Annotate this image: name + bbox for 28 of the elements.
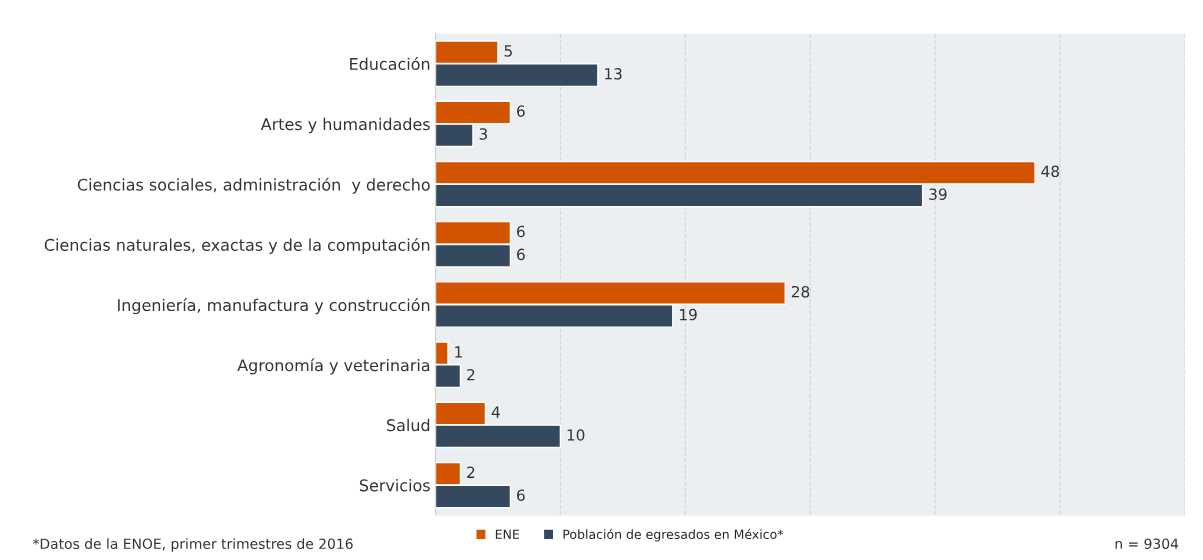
y-tick-label: Ciencias naturales, exactas y de la computación [44,237,430,255]
y-tick-label: Servicios [359,479,430,492]
legend-label: ENE [495,529,520,539]
text: *Datos de la ENOE, primer trimestres de 2016 [32,538,353,552]
data-label: 1 [455,346,462,358]
y-tick-label: Educación [350,56,430,70]
data-label: 3 [479,128,488,140]
data-label: 6 [517,489,525,501]
text: n = 9304 [1115,538,1179,549]
data-label: 2 [467,466,475,478]
data-label: 48 [1041,165,1060,178]
data-label: 6 [517,225,525,238]
data-label: 6 [517,248,525,261]
data-label: 6 [517,105,525,117]
y-tick-label: Ingeniería, manufactura y construcción [118,298,430,315]
data-label: 2 [467,369,475,381]
data-label: 5 [504,45,512,57]
y-tick-label: Agronomía y veterinaria [237,358,430,375]
data-label: 13 [605,68,622,80]
data-label: 4 [491,406,500,418]
y-tick-label: Ciencias sociales, administración y derecho [77,177,430,194]
data-label: 28 [791,285,810,298]
legend-label: Población de egresados en México* [563,528,784,542]
y-tick-label: Salud [387,418,430,432]
data-label: 19 [680,308,697,321]
data-label: 10 [567,429,585,441]
data-label: 39 [929,188,947,200]
y-tick-label: Artes y humanidades [260,117,430,134]
